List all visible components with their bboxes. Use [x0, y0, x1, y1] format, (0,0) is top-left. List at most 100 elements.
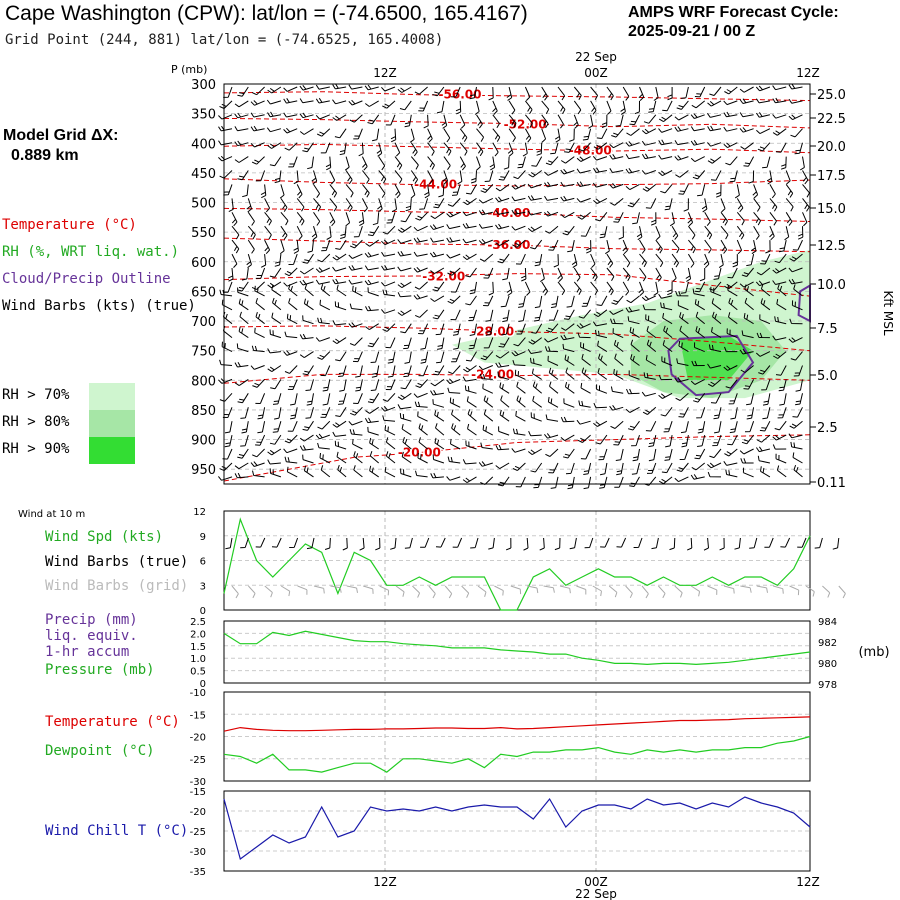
wind-barb — [415, 470, 428, 478]
wind-barb — [255, 311, 265, 325]
wind-barb — [317, 253, 331, 263]
wind-barb — [744, 421, 755, 433]
windchill-series — [223, 796, 811, 861]
surface-wind-barb-true — [342, 537, 348, 551]
wind-barb — [260, 184, 267, 199]
dewpoint-label: Dewpoint (°C) — [45, 743, 155, 759]
wind-barb — [329, 212, 336, 227]
wind-barb — [785, 198, 794, 212]
wind-barb — [364, 265, 379, 271]
wind-barb — [339, 379, 347, 392]
surface-wind-barb-grid — [428, 585, 436, 599]
wind-barb — [320, 365, 331, 377]
wind-barb — [371, 365, 380, 378]
wind-barb — [667, 281, 673, 296]
wind-barb — [499, 382, 510, 394]
pressure-tick-label: 350 — [191, 108, 216, 123]
wind-barb — [658, 114, 673, 123]
model-grid-label: Model Grid ΔX: 0.889 km — [3, 126, 119, 166]
wind-barb — [690, 140, 705, 146]
wind-barb — [450, 86, 461, 98]
wind-barb — [616, 462, 624, 476]
surface-wind-barb-true — [359, 537, 365, 551]
wind-barb — [723, 100, 738, 106]
pressure-label: Pressure (mb) — [45, 662, 155, 678]
wind-barb — [739, 98, 754, 104]
wind-barb — [218, 125, 233, 132]
surface-wind-barb-true — [734, 537, 741, 550]
wind-barb — [642, 184, 657, 192]
wind-barb — [651, 212, 657, 226]
wind-barb — [246, 198, 253, 213]
wind-barb — [381, 281, 396, 287]
wind-barb — [353, 226, 363, 238]
wind-barb — [687, 212, 694, 227]
model-grid-value: 0.889 km — [11, 147, 79, 164]
wind-barb — [802, 212, 808, 227]
wind-barb — [655, 239, 663, 254]
wind-barb — [544, 170, 559, 176]
kft-tick-label: 15.0 — [817, 202, 846, 217]
wind-barb — [382, 225, 396, 235]
wind-barb — [364, 252, 379, 258]
wind-barb — [760, 466, 771, 478]
wind-barb — [497, 253, 510, 264]
wind-barb — [450, 309, 461, 321]
wind-barb — [609, 309, 624, 315]
top-axis-title: P (mb) — [171, 63, 207, 76]
wind-barb — [772, 85, 787, 91]
wind-barb — [266, 99, 282, 105]
wind-barb — [545, 156, 559, 166]
wind-barb — [540, 267, 545, 283]
wind-barb — [470, 170, 477, 184]
wind-barb — [427, 128, 433, 143]
wind-barb — [467, 409, 477, 422]
wind-barb — [269, 329, 282, 339]
wind-barb — [382, 289, 396, 297]
wind-barb — [462, 459, 477, 465]
wind-barb — [541, 281, 549, 296]
wind-barb — [293, 240, 299, 254]
wind-barb — [315, 433, 330, 440]
wind-barb — [283, 281, 298, 287]
wind-barb — [413, 294, 428, 300]
wind-barb — [660, 302, 673, 311]
wind-barb — [482, 424, 494, 436]
wind-barb — [492, 114, 500, 129]
wind-barb — [675, 392, 689, 401]
wind-barb — [436, 351, 445, 364]
rh80-label: RH > 80% — [2, 414, 70, 430]
kft-tick-label: 2.5 — [817, 421, 838, 436]
surface-wind-barb-true — [616, 537, 627, 548]
forecast-cycle-label: AMPS WRF Forecast Cycle: — [628, 4, 839, 21]
wind-barb — [459, 156, 466, 171]
wind-barb — [611, 295, 624, 305]
wind-barb — [511, 183, 526, 190]
wind-barb — [462, 376, 477, 382]
wind-barb — [302, 315, 314, 325]
wind-barb — [688, 225, 696, 240]
wind-barb — [741, 434, 754, 445]
wind-barb — [371, 128, 380, 142]
wind-barb — [545, 448, 559, 457]
wind-barb — [780, 156, 787, 170]
wind-barb — [627, 420, 640, 431]
wind-barb — [478, 461, 493, 467]
wind-barb — [283, 86, 298, 92]
wind-barb — [222, 325, 233, 338]
wind-barb — [264, 211, 272, 226]
wind-barb — [693, 392, 706, 403]
wind-barb — [573, 281, 582, 295]
wind-panel-tick-label: 6 — [200, 557, 206, 568]
temperature-contour-label: -48.00 — [569, 143, 612, 157]
wind-barb — [367, 287, 379, 297]
wind-barb — [680, 421, 689, 434]
wind-barb — [269, 267, 282, 278]
wind-barb — [287, 379, 298, 390]
wind-barb — [576, 168, 591, 174]
wind-barb — [423, 114, 429, 129]
wind-barb — [367, 426, 379, 436]
wind-barb — [536, 142, 543, 156]
wind-barb — [336, 451, 347, 464]
wind-barb — [704, 225, 713, 240]
